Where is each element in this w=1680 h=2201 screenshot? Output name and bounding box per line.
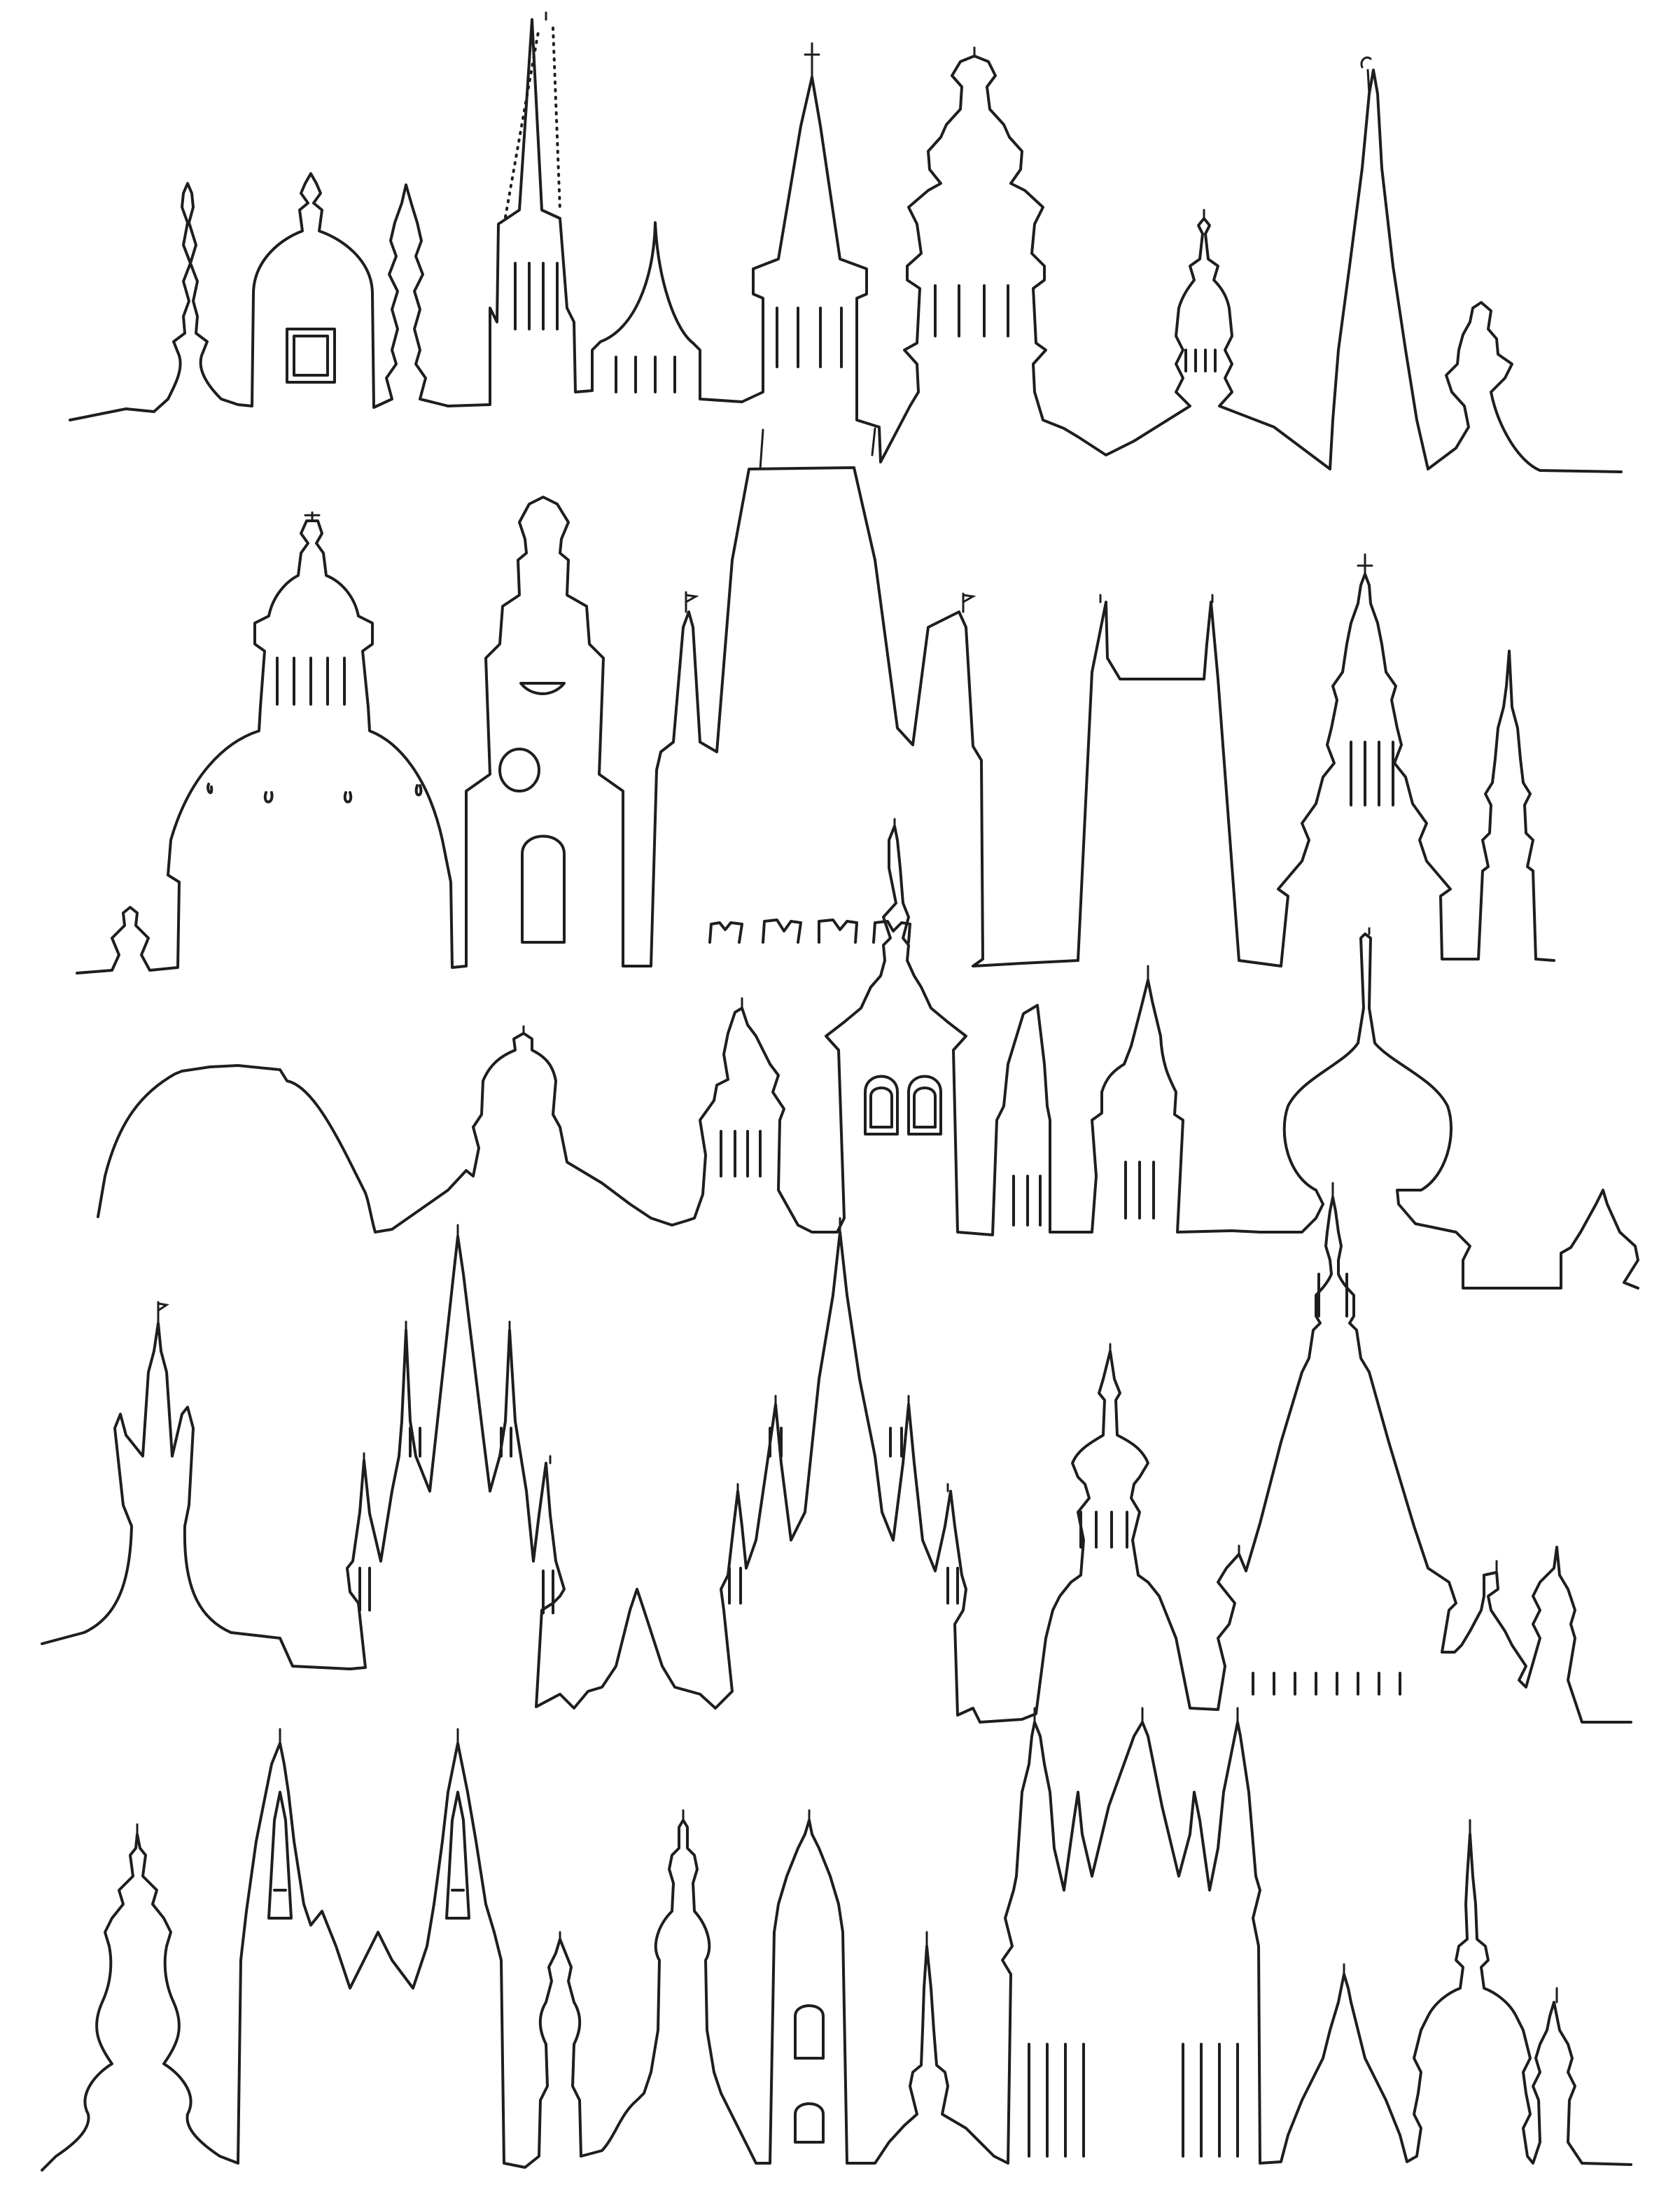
- row-4-finials: [157, 1182, 1498, 1574]
- skyline-row-3: [97, 818, 1639, 1290]
- row-1-finials: [545, 11, 1372, 220]
- row-5-finials: [136, 1707, 1558, 2004]
- row-1-outline: [69, 18, 1623, 473]
- row-4-outline: [41, 1196, 1632, 1724]
- skyline-row-1: [69, 11, 1623, 473]
- row-4-windows: [358, 1273, 1401, 1696]
- skyline-row-5: [41, 1707, 1632, 2172]
- row-2-windows: [206, 657, 1394, 944]
- row-3-outline: [97, 825, 1639, 1290]
- row-3-finials: [522, 818, 1371, 1035]
- row-1-dotted-spire: [504, 27, 561, 218]
- skyline-row-2: [76, 427, 1555, 974]
- row-3-windows: [720, 1075, 1155, 1227]
- row-1-window-slits: [286, 262, 1217, 393]
- skyline-row-4: [41, 1182, 1632, 1724]
- row-2-finials: [304, 427, 1373, 613]
- row-5-outline: [41, 1721, 1632, 2172]
- row-5-windows: [267, 1791, 1239, 2158]
- row-2-outline: [76, 466, 1555, 974]
